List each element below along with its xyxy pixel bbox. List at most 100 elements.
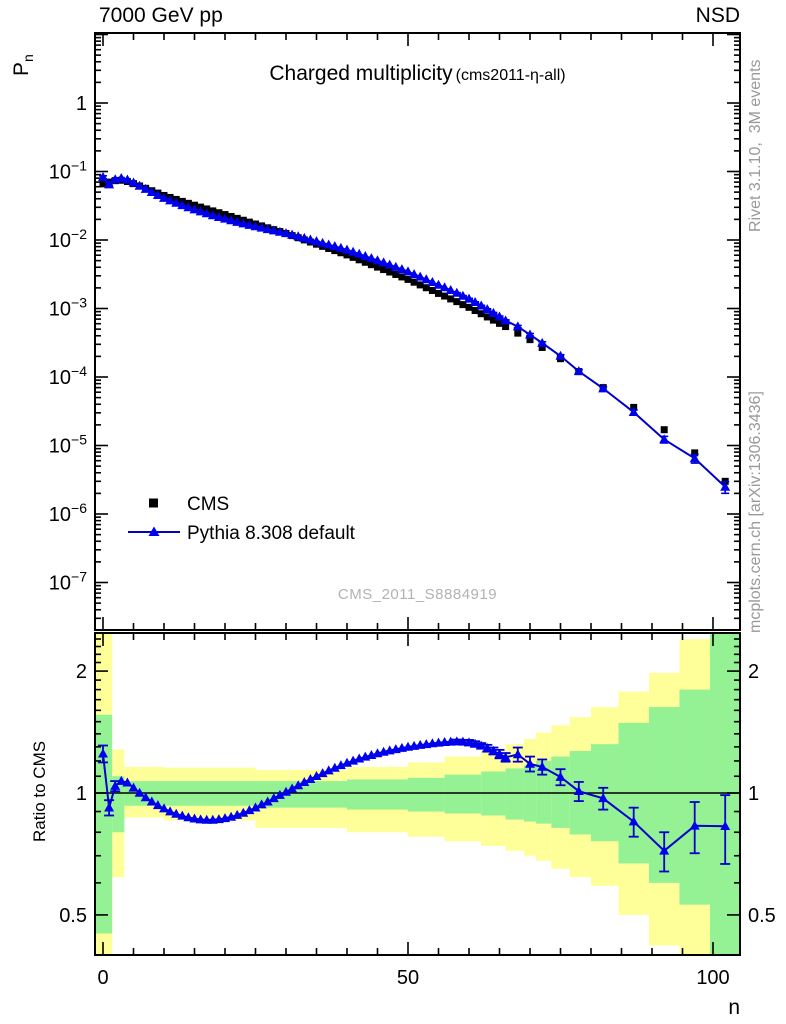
- rivet-version-note: Rivet 3.1.10, 3M events: [747, 59, 764, 232]
- ratio-marker: [165, 806, 176, 816]
- pythia-marker: [116, 173, 127, 183]
- ratio-marker: [281, 786, 291, 796]
- cms-marker: [355, 256, 363, 264]
- green-uncertainty-band: [505, 768, 524, 820]
- pythia-data-points: [98, 172, 731, 491]
- y-tick-label: 10−4: [49, 363, 87, 389]
- pythia-marker: [354, 248, 365, 258]
- y-axis-label-base: P: [10, 61, 33, 76]
- cms-marker: [453, 298, 461, 306]
- ratio-marker: [689, 820, 700, 830]
- cms-marker: [660, 426, 668, 434]
- ratio-marker: [250, 802, 261, 812]
- pythia-marker: [476, 300, 487, 310]
- ratio-marker: [171, 808, 182, 818]
- cms-marker: [502, 323, 510, 331]
- pythia-marker: [177, 200, 188, 210]
- ratio-marker: [494, 748, 505, 758]
- pythia-marker: [134, 180, 145, 190]
- pythia-marker: [189, 204, 200, 214]
- pythia-marker: [140, 183, 151, 193]
- ratio-marker: [183, 812, 194, 822]
- pythia-marker: [598, 383, 609, 393]
- ratio-marker: [134, 787, 145, 797]
- pythia-marker: [244, 219, 255, 229]
- pythia-marker: [445, 285, 456, 295]
- pythia-marker: [342, 244, 352, 254]
- beam-energy-title: 7000 GeV pp: [99, 4, 223, 27]
- pythia-marker: [421, 274, 432, 284]
- ratio-marker: [659, 845, 670, 855]
- ratio-marker: [482, 743, 493, 753]
- ratio-marker: [152, 800, 163, 810]
- green-uncertainty-band: [408, 777, 445, 812]
- y-axis-label-sub: n: [20, 54, 37, 62]
- cms-marker: [447, 295, 455, 303]
- y-tick-label: 10−2: [49, 226, 87, 252]
- pythia-marker: [488, 307, 499, 317]
- green-uncertainty-band: [551, 756, 570, 828]
- cms-marker: [392, 270, 400, 278]
- cms-marker: [489, 316, 497, 324]
- cms-marker: [367, 261, 375, 269]
- pythia-marker: [384, 259, 395, 269]
- ratio-tick-label-left: 1: [76, 783, 87, 805]
- pythia-marker: [415, 271, 426, 281]
- pythia-marker: [220, 213, 230, 223]
- ratio-marker: [189, 813, 200, 823]
- ratio-tick-label-right: 1: [748, 783, 759, 805]
- pythia-marker: [512, 321, 523, 331]
- ratio-marker: [335, 760, 346, 770]
- x-tick-label: 100: [696, 967, 729, 989]
- pythia-marker: [720, 481, 731, 491]
- cms-marker: [526, 336, 534, 344]
- pythia-marker: [470, 297, 481, 307]
- pythia-marker: [159, 192, 169, 202]
- pythia-marker: [329, 241, 340, 251]
- ratio-marker: [98, 748, 108, 758]
- ratio-marker: [555, 771, 566, 781]
- pythia-marker: [122, 174, 133, 184]
- pythia-marker: [256, 222, 267, 232]
- ratio-marker: [457, 736, 468, 746]
- top-panel-frame: [94, 32, 741, 631]
- cms-data-points: [99, 176, 729, 485]
- pythia-marker: [213, 211, 224, 221]
- pythia-marker: [323, 239, 334, 249]
- pythia-marker: [555, 350, 566, 360]
- cms-marker: [386, 268, 394, 276]
- event-class-title: NSD: [695, 4, 740, 27]
- cms-marker: [422, 284, 430, 292]
- green-uncertainty-band: [709, 633, 740, 955]
- cms-marker: [691, 449, 699, 457]
- y-tick-label: 10−7: [49, 569, 87, 595]
- pythia-marker: [628, 407, 639, 417]
- pythia-marker: [464, 293, 474, 303]
- pythia-marker: [525, 329, 535, 339]
- pythia-marker: [451, 287, 462, 297]
- x-tick-label: 0: [97, 967, 108, 989]
- ratio-marker: [525, 758, 535, 768]
- pythia-marker: [439, 282, 450, 292]
- ratio-marker: [299, 777, 310, 787]
- pythia-marker: [433, 279, 444, 289]
- pythia-marker: [360, 250, 371, 260]
- green-uncertainty-band: [95, 714, 113, 934]
- uncertainty-bands: [95, 633, 740, 955]
- ratio-marker: [122, 777, 133, 787]
- analysis-watermark: CMS_2011_S8884919: [337, 586, 498, 603]
- ratio-marker: [287, 783, 298, 793]
- pythia-marker: [207, 210, 218, 220]
- ratio-marker: [177, 810, 188, 820]
- ratio-marker: [323, 765, 334, 775]
- ratio-tick-label-left: 2: [76, 661, 87, 683]
- ratio-marker: [720, 820, 731, 830]
- cms-marker: [496, 319, 503, 327]
- cms-marker: [514, 329, 522, 337]
- pythia-marker: [281, 228, 291, 238]
- pythia-marker: [232, 216, 243, 226]
- plot-title-main: Charged multiplicity: [269, 62, 453, 85]
- pythia-marker: [378, 257, 389, 267]
- pythia-marker: [403, 266, 413, 276]
- green-uncertainty-band: [347, 779, 408, 810]
